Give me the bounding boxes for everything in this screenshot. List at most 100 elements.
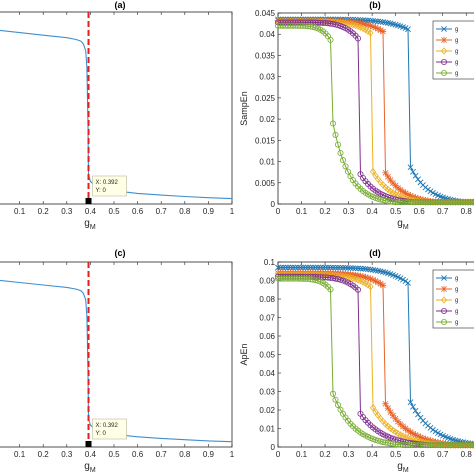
y-tick-label: 0.1 [264, 258, 276, 267]
x-tick-label: 0.5 [108, 207, 120, 216]
datatip-box [92, 175, 127, 197]
x-tick-label: 0 [276, 450, 281, 459]
series-point [367, 29, 374, 37]
legend-marker [441, 26, 447, 32]
series-point [447, 441, 454, 449]
y-tick-label: 0.025 [255, 94, 276, 103]
series-point [302, 264, 309, 271]
datatip-marker [85, 441, 92, 447]
series-point [335, 264, 341, 271]
series-point [472, 442, 474, 448]
datatip-marker [85, 198, 92, 204]
y-tick-label: 0.03 [259, 73, 275, 82]
series-point [384, 173, 392, 180]
series-point [297, 264, 304, 271]
series-point [320, 264, 326, 271]
axes-box [277, 12, 474, 205]
series-point [327, 286, 334, 293]
x-tick-label: 0.8 [179, 450, 191, 459]
series-point [405, 26, 411, 33]
x-tick-label: 0.6 [414, 207, 426, 216]
y-tick-label: 0.03 [259, 388, 275, 397]
panel-c: (c) 0.1 0.2 0.3 0.4 0.5 0.6 0.7 0.8 0.9 1 gM X: 0.39… [0, 248, 235, 474]
series-point [464, 441, 472, 449]
series-point [425, 186, 431, 193]
series-point [369, 167, 377, 176]
series-point [452, 441, 459, 449]
legend-marker [440, 59, 447, 66]
series-point [377, 280, 384, 287]
series-point [427, 198, 434, 206]
legend-marker [440, 47, 448, 55]
x-tick-label: 0.8 [461, 207, 473, 216]
series-point [402, 278, 409, 285]
series-point [367, 283, 374, 291]
series-point [364, 21, 372, 29]
series-point [470, 442, 474, 449]
x-tick-label: 1 [230, 207, 235, 216]
series-point [407, 428, 414, 436]
x-tick-label: 0.2 [319, 207, 331, 216]
y-tick-label: 0.045 [255, 9, 276, 18]
x-tick-label: 0.2 [38, 450, 50, 459]
series-point [422, 197, 429, 204]
series-point [362, 274, 369, 281]
x-tick-label: 0.3 [61, 450, 73, 459]
series-point [424, 198, 432, 206]
series-point [334, 141, 341, 148]
series-point [372, 24, 379, 31]
series-point [362, 266, 369, 272]
x-tick-label: 0.9 [203, 207, 215, 216]
series-point [305, 264, 311, 271]
series-point [370, 17, 376, 24]
series-point [285, 264, 291, 271]
series-point [332, 131, 339, 138]
x-tick-label: 0.2 [319, 450, 331, 459]
y-axis-label: SampEn [239, 91, 249, 126]
series-point [404, 191, 412, 198]
series-point [404, 427, 412, 434]
panel-b: (b) 0 0.1 0.2 0.3 0.4 0.5 0.6 0.7 0.8 gM 0 0.005 0.01… [239, 0, 474, 231]
series-point [442, 198, 449, 206]
legend-entry: g [455, 49, 458, 55]
series-point [467, 441, 474, 449]
series-point [280, 264, 286, 271]
series-point [384, 422, 392, 430]
series-point [295, 264, 301, 271]
legend-marker [440, 318, 447, 325]
series-point [367, 17, 374, 24]
x-tick-label: 0.3 [61, 207, 73, 216]
series-point [407, 192, 414, 199]
series-point [354, 35, 361, 42]
series-point [405, 279, 411, 286]
datatip-x: X: 0.392 [96, 180, 119, 186]
series-point [292, 264, 299, 271]
series-point [364, 281, 372, 289]
legend-marker [440, 296, 448, 304]
series-point [337, 149, 344, 156]
series-point [307, 264, 314, 271]
y-tick-label: 0.04 [259, 30, 275, 39]
x-tick-label: 0.8 [461, 450, 473, 459]
x-tick-label: 0.6 [132, 450, 144, 459]
series-point [369, 23, 377, 30]
y-axis-label: ApEn [239, 343, 249, 365]
datatip: X: 0.392 Y: 0 [92, 418, 127, 440]
series-point [382, 400, 389, 408]
x-tick-label: 1 [230, 450, 235, 459]
series-point [282, 264, 289, 271]
series-point [415, 411, 421, 418]
series-point [347, 265, 354, 271]
series-point [387, 176, 394, 184]
series-point [352, 271, 359, 279]
panel-label: (c) [115, 248, 126, 258]
x-tick-label: 0.6 [132, 207, 144, 216]
y-tick-label: 0.09 [259, 277, 275, 286]
series-point [290, 264, 296, 271]
x-tick-label: 0 [276, 207, 281, 216]
panel-a: (a) 0.1 0.2 0.3 0.4 0.5 0.6 0.7 0.8 0.9 1 gM X: 0.39… [0, 0, 235, 231]
series-point [300, 264, 306, 271]
series-point [382, 169, 389, 177]
